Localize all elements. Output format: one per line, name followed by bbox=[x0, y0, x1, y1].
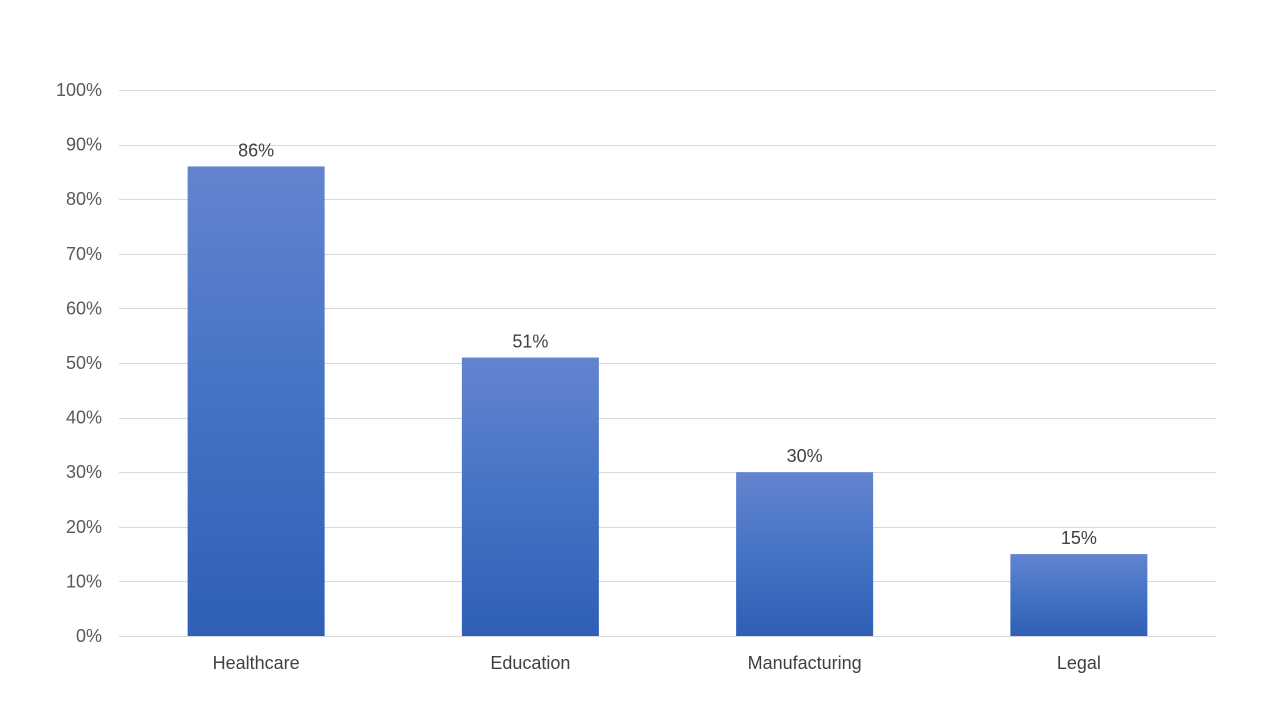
data-labels: 86% 51% 30% 15% bbox=[238, 140, 1097, 548]
y-tick-label: 50% bbox=[66, 353, 102, 373]
bar-manufacturing bbox=[736, 472, 874, 636]
data-label-education: 51% bbox=[512, 332, 548, 352]
y-tick-label: 10% bbox=[66, 571, 102, 591]
y-tick-label: 40% bbox=[66, 408, 102, 428]
y-tick-label: 30% bbox=[66, 462, 102, 482]
data-label-manufacturing: 30% bbox=[787, 446, 823, 466]
y-tick-label: 70% bbox=[66, 244, 102, 264]
y-tick-label: 0% bbox=[76, 626, 102, 646]
category-label-manufacturing: Manufacturing bbox=[748, 653, 862, 673]
category-label-healthcare: Healthcare bbox=[213, 653, 300, 673]
x-axis-categories: Healthcare Education Manufacturing Legal bbox=[213, 653, 1101, 673]
y-tick-label: 80% bbox=[66, 189, 102, 209]
y-axis-ticks: 0% 10% 20% 30% 40% 50% 60% 70% 80% 90% 100% bbox=[56, 80, 102, 646]
y-tick-label: 20% bbox=[66, 517, 102, 537]
y-tick-label: 90% bbox=[66, 135, 102, 155]
bars bbox=[187, 166, 1148, 636]
bar-healthcare bbox=[187, 166, 325, 636]
data-label-healthcare: 86% bbox=[238, 140, 274, 160]
category-label-legal: Legal bbox=[1057, 653, 1101, 673]
data-label-legal: 15% bbox=[1061, 528, 1097, 548]
y-tick-label: 60% bbox=[66, 298, 102, 318]
bar-legal bbox=[1010, 554, 1148, 636]
category-label-education: Education bbox=[490, 653, 570, 673]
y-tick-label: 100% bbox=[56, 80, 102, 100]
bar-education bbox=[461, 357, 599, 636]
